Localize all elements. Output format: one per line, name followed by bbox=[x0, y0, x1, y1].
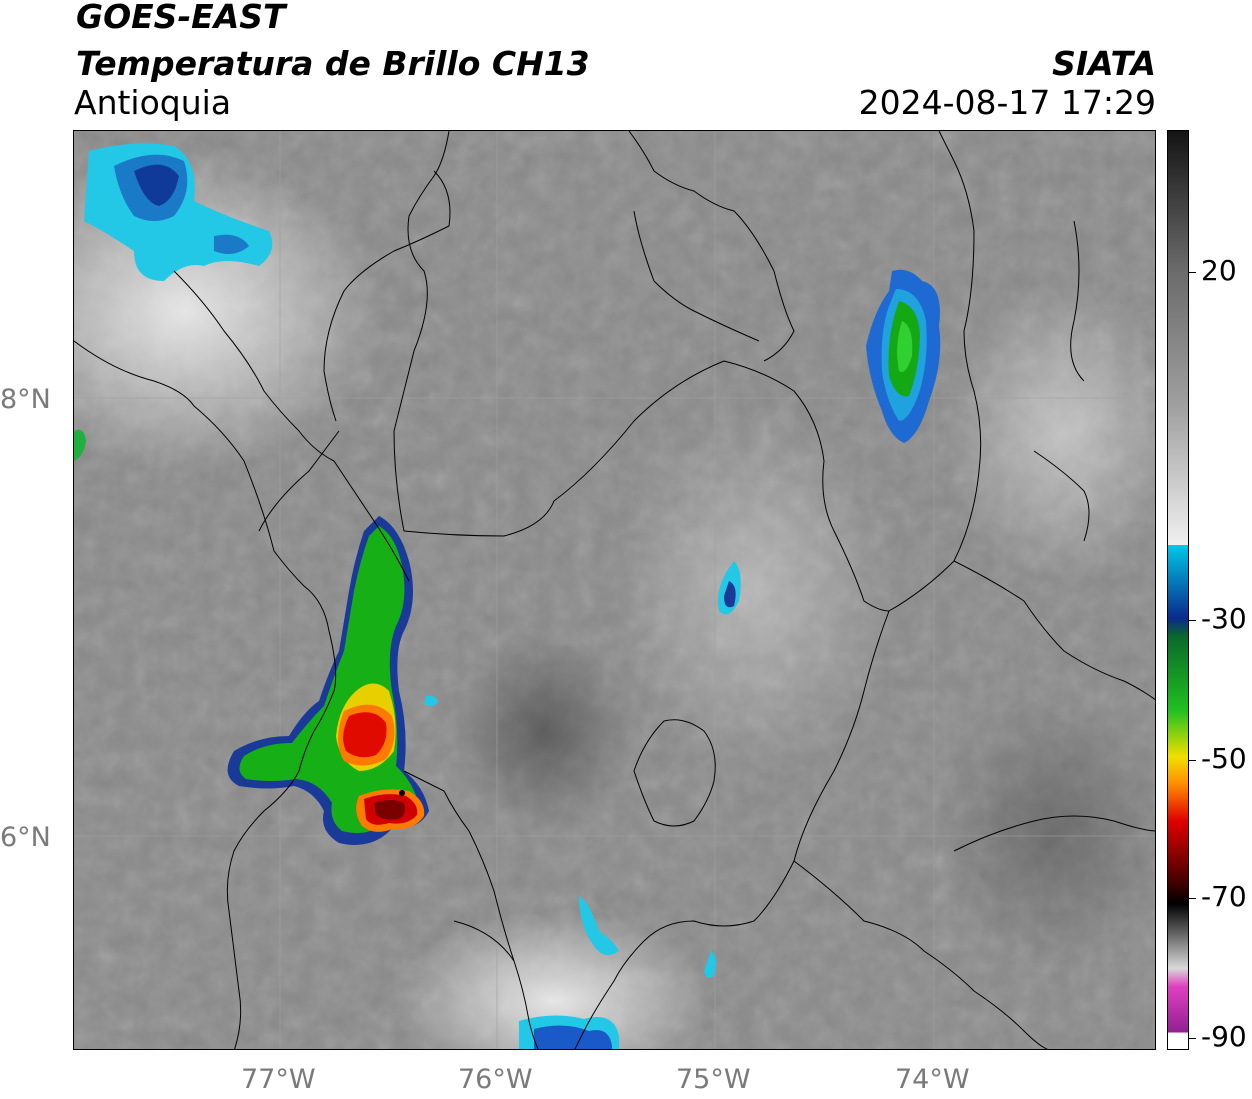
colorbar-tick bbox=[1189, 620, 1196, 621]
boundary-line bbox=[1033, 450, 1090, 542]
boundary-line bbox=[953, 815, 1155, 852]
boundary-line bbox=[628, 131, 795, 362]
warm-surface-area bbox=[454, 631, 634, 831]
lat-label-8n: 8°N bbox=[0, 384, 51, 415]
cell-south bbox=[519, 896, 716, 1049]
boundary-line bbox=[793, 860, 1048, 1049]
product-title: Temperatura de Brillo CH13 bbox=[76, 44, 590, 83]
lon-label-75w: 75°W bbox=[676, 1064, 751, 1095]
map-canvas bbox=[74, 131, 1155, 1049]
cell-northeast bbox=[866, 269, 941, 443]
cold-cloud-haze bbox=[394, 911, 714, 1049]
colorbar-label-20: 20 bbox=[1201, 254, 1237, 287]
boundary-line bbox=[633, 210, 760, 342]
colorbar-tick bbox=[1189, 1038, 1196, 1039]
boundary-line bbox=[258, 430, 340, 532]
cell-northwest-coast bbox=[74, 143, 273, 461]
colorbar-label-minus90: -90 bbox=[1201, 1020, 1247, 1053]
lon-label-77w: 77°W bbox=[241, 1064, 316, 1095]
gridlines bbox=[74, 131, 1155, 1049]
boundary-line bbox=[403, 770, 539, 1049]
warm-surface-area bbox=[934, 691, 1155, 971]
colorbar-gradient bbox=[1168, 131, 1188, 1049]
lon-label-76w: 76°W bbox=[458, 1064, 533, 1095]
colorbar-tick bbox=[1189, 760, 1196, 761]
boundary-line bbox=[393, 131, 450, 532]
boundary-line bbox=[633, 719, 716, 827]
colorbar-tick bbox=[1189, 898, 1196, 899]
boundaries bbox=[74, 131, 1155, 1049]
lon-label-74w: 74°W bbox=[895, 1064, 970, 1095]
colorbar-tick bbox=[1189, 272, 1196, 273]
colorbar-label-minus70: -70 bbox=[1201, 880, 1247, 913]
colorbar-scale bbox=[1168, 131, 1188, 1049]
cell-west-antioquia bbox=[227, 516, 741, 845]
boundary-line bbox=[953, 560, 1155, 701]
colorbar-label-minus50: -50 bbox=[1201, 742, 1247, 775]
satellite-title: GOES-EAST bbox=[76, 0, 286, 36]
antioquia-boundary bbox=[574, 610, 890, 1049]
boundary-line bbox=[323, 170, 451, 422]
datetime-label: 2024-08-17 17:29 bbox=[858, 83, 1156, 122]
satellite-map bbox=[73, 130, 1156, 1050]
temperature-colorbar bbox=[1167, 130, 1189, 1050]
cold-cloud-haze bbox=[944, 281, 1155, 581]
boundary-line bbox=[453, 920, 515, 962]
region-label: Antioquia bbox=[74, 83, 232, 122]
cold-cloud-haze bbox=[614, 411, 894, 771]
coastline bbox=[74, 340, 337, 1049]
agency-label: SIATA bbox=[1052, 44, 1156, 83]
coastline bbox=[173, 270, 410, 582]
antioquia-boundary bbox=[403, 131, 982, 612]
colorbar-label-minus30: -30 bbox=[1201, 602, 1247, 635]
lat-label-6n: 6°N bbox=[0, 822, 51, 853]
boundary-line bbox=[1070, 220, 1085, 382]
